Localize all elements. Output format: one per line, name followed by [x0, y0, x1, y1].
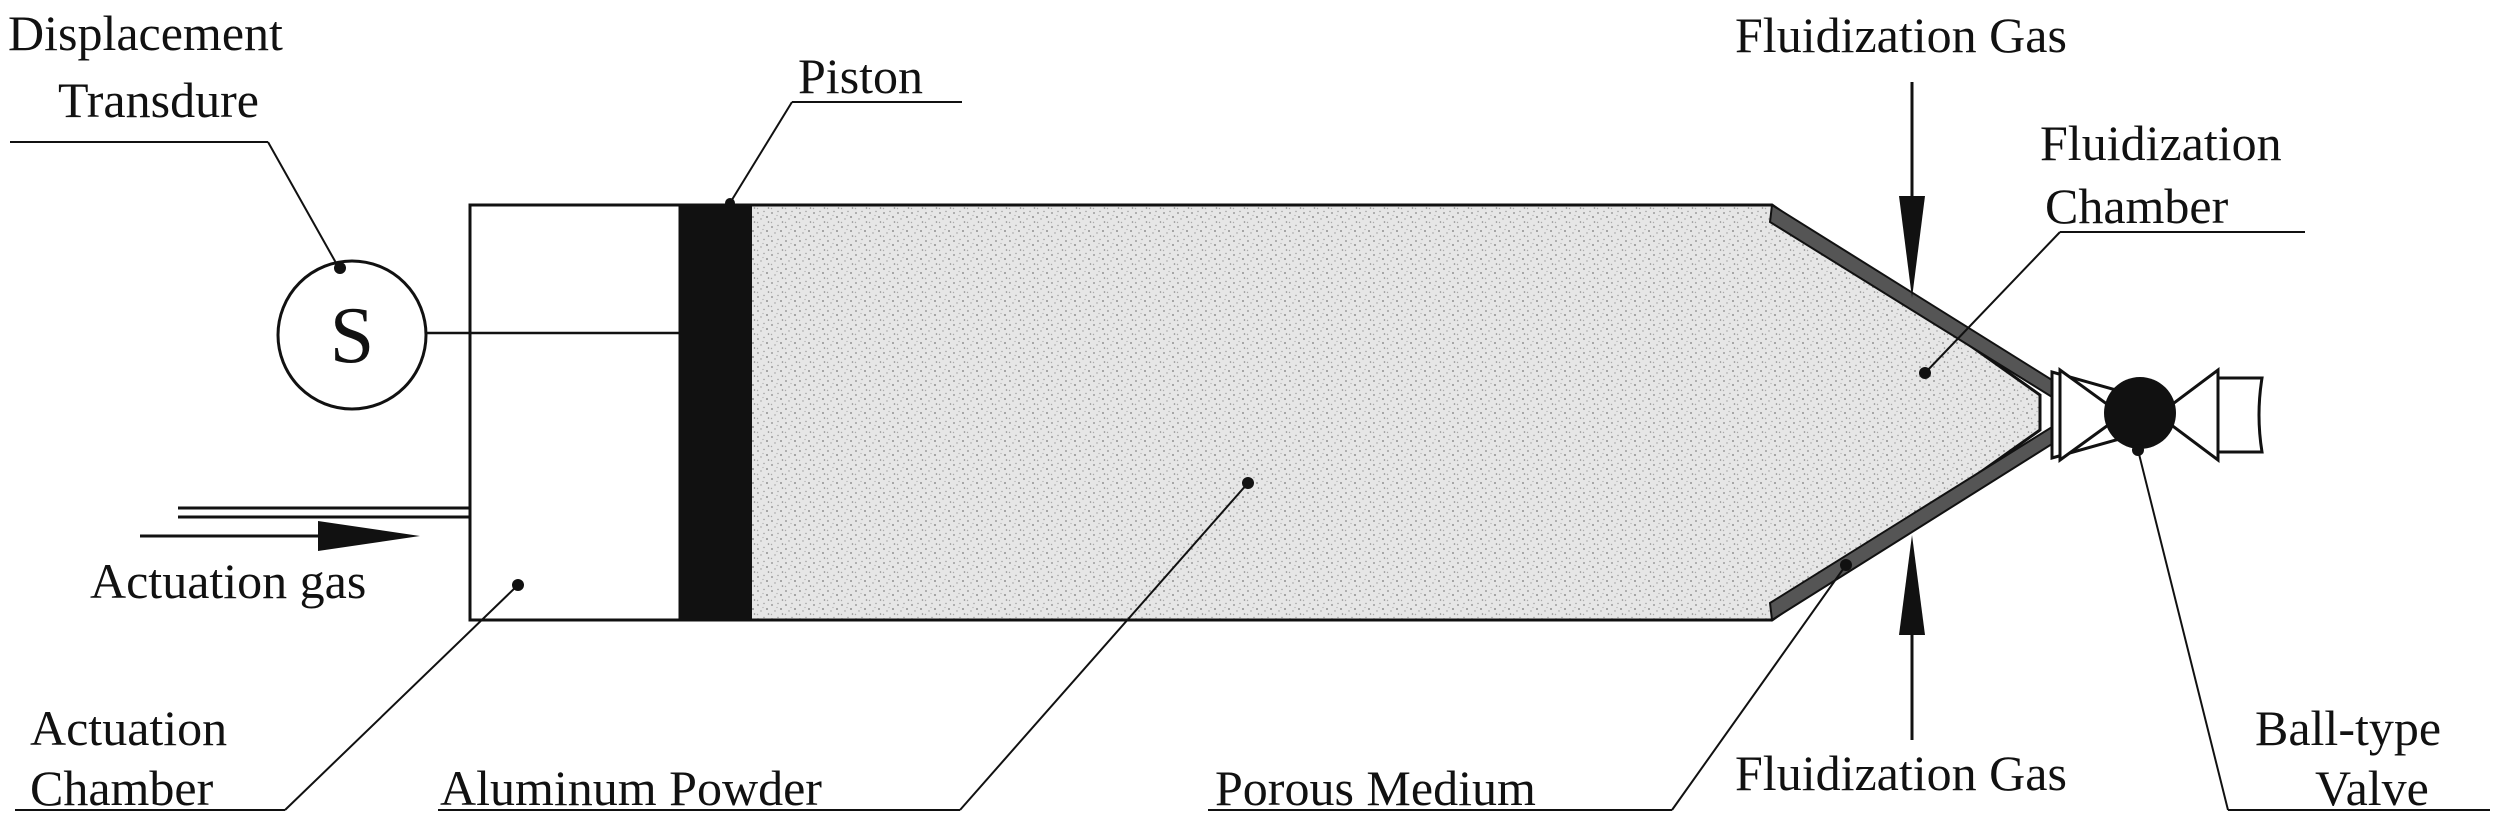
leader-dots: [334, 198, 2144, 591]
actuation-gas-arrow-head: [318, 521, 420, 551]
ball-valve: [2104, 377, 2176, 449]
piston-label: Piston: [798, 48, 923, 104]
actuation-chamber-label-line1: Actuation: [30, 700, 227, 756]
piston: [680, 205, 752, 620]
displacement-transducer-label-line1: Displacement: [8, 5, 283, 61]
fluidization-gas-bottom-label: Fluidization Gas: [1735, 745, 2067, 801]
actuation-chamber-body: [468, 203, 700, 622]
porous-medium-label: Porous Medium: [1215, 760, 1536, 816]
valve-cone-right: [2155, 367, 2220, 463]
leader-lines: [10, 101, 2490, 811]
fluidization-chamber-label-line1: Fluidization: [2040, 115, 2282, 171]
ball-type-valve-label-line1: Ball-type: [2255, 700, 2441, 756]
aluminum-powder-label: Aluminum Powder: [440, 760, 822, 816]
outlet-pipe: [2218, 376, 2264, 454]
fluidization-chamber-label-line2: Chamber: [2045, 178, 2229, 234]
actuation-chamber-label-line2: Chamber: [30, 760, 214, 816]
displacement-transducer-label-line2: Transdure: [58, 72, 259, 128]
fluidization-gas-top-label: Fluidization Gas: [1735, 7, 2067, 63]
fluidization-gas-top-arrow: [1899, 196, 1925, 298]
aluminum-powder-fill: [678, 203, 2042, 622]
fluidization-gas-bottom-arrow: [1899, 535, 1925, 635]
actuation-gas-label: Actuation gas: [90, 553, 366, 609]
displacement-transducer: [276, 259, 428, 411]
sensor-symbol: S: [330, 292, 375, 380]
valve-cone-left: [2058, 367, 2125, 463]
ball-type-valve-label-line2: Valve: [2315, 760, 2429, 816]
